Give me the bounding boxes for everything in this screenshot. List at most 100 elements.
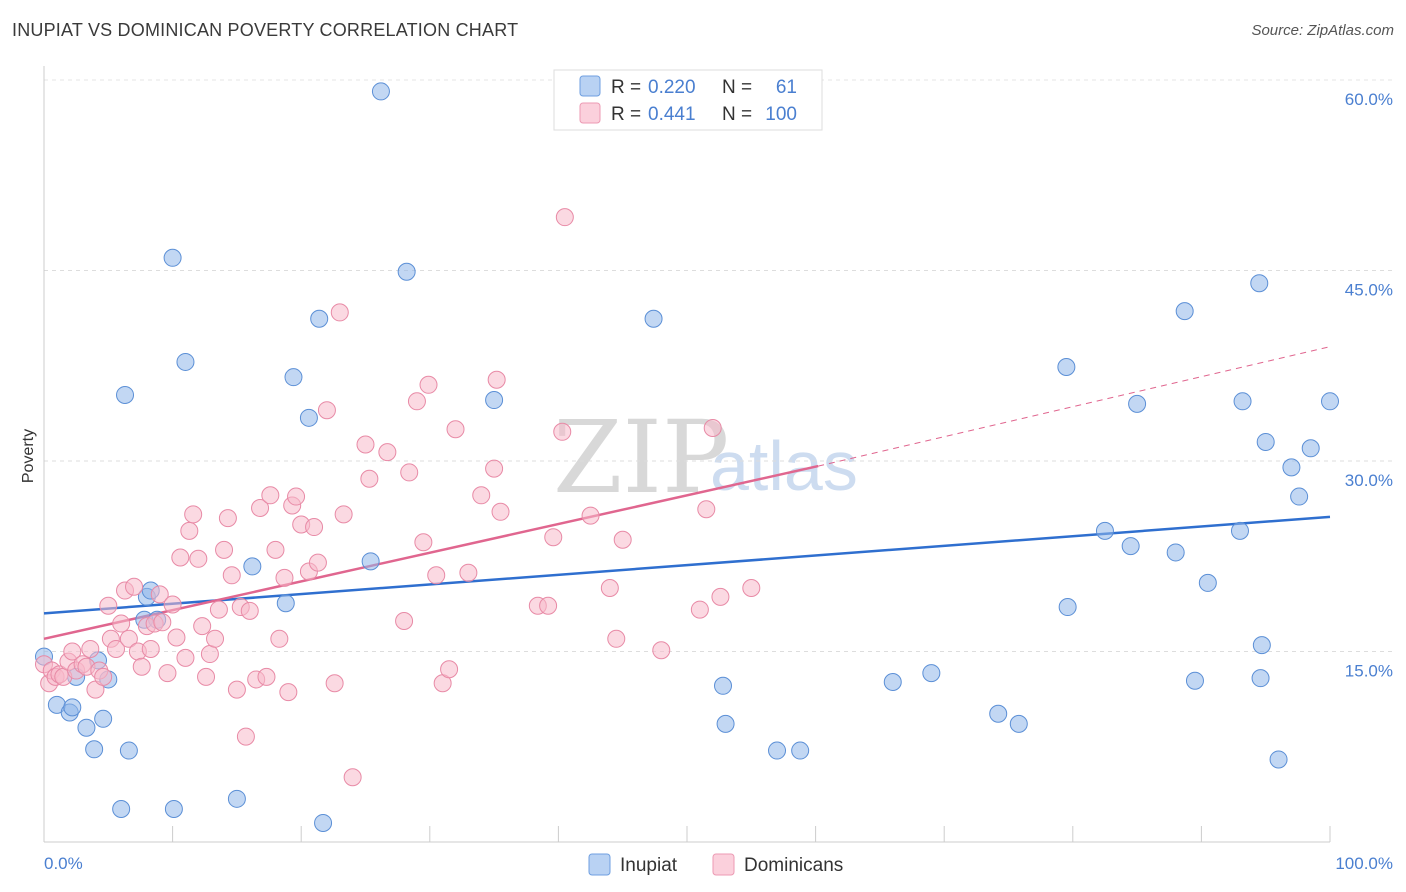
inupiat-point-3 xyxy=(63,698,82,717)
dominicans-point-91 xyxy=(600,579,619,597)
inupiat-point-31 xyxy=(644,309,663,328)
dominicans-point-29 xyxy=(158,664,177,683)
inupiat-point-47 xyxy=(1185,671,1204,690)
inupiat-point-39 xyxy=(1009,714,1028,733)
dominicans-point-92 xyxy=(607,629,626,648)
y-axis-label: Poverty xyxy=(20,429,37,483)
dominicans-point-97 xyxy=(703,418,722,437)
inupiat-point-26 xyxy=(314,813,333,832)
series-swatch-dominicans xyxy=(712,853,735,876)
dominicans-point-56 xyxy=(279,683,298,702)
dominicans-point-74 xyxy=(414,533,433,552)
series-swatch-inupiat xyxy=(588,853,611,876)
dominicans-point-93 xyxy=(613,530,632,549)
dominicans-point-51 xyxy=(257,667,276,686)
dominicans-point-40 xyxy=(206,629,225,648)
inupiat-point-59 xyxy=(1321,392,1339,411)
inupiat-point-21 xyxy=(243,557,262,576)
dominicans-point-47 xyxy=(236,727,255,746)
dominicans-point-14 xyxy=(94,667,113,686)
inupiat-point-55 xyxy=(1269,750,1288,769)
inupiat-point-35 xyxy=(791,741,810,760)
inupiat-point-34 xyxy=(768,741,787,760)
dominicans-point-63 xyxy=(317,401,336,420)
dominicans-point-20 xyxy=(119,629,138,648)
dominicans-point-28 xyxy=(153,613,172,632)
inupiat-point-41 xyxy=(1058,598,1077,617)
series-label-dominicans: Dominicans xyxy=(744,855,843,876)
dominicans-point-66 xyxy=(334,505,353,524)
inupiat-point-45 xyxy=(1175,302,1194,321)
dominicans-point-34 xyxy=(180,521,199,540)
legend-n-value-dominicans: 100 xyxy=(765,104,797,125)
dominicans-point-98 xyxy=(711,587,730,606)
legend-n-value-inupiat: 61 xyxy=(776,77,797,98)
dominicans-point-68 xyxy=(356,435,375,454)
dominicans-point-62 xyxy=(308,553,327,572)
watermark-atlas: atlas xyxy=(710,427,858,505)
dominicans-point-55 xyxy=(275,568,294,587)
inupiat-point-24 xyxy=(299,408,318,427)
dominicans-point-45 xyxy=(227,680,246,699)
legend-r-value-inupiat: 0.220 xyxy=(648,77,696,98)
dominicans-point-33 xyxy=(176,648,195,667)
chart-title: INUPIAT VS DOMINICAN POVERTY CORRELATION… xyxy=(12,20,519,40)
inupiat-point-19 xyxy=(176,352,195,371)
dominicans-point-31 xyxy=(167,628,186,647)
legend-r-value-dominicans: 0.441 xyxy=(648,104,696,125)
dominicans-point-71 xyxy=(395,612,414,631)
inupiat-point-50 xyxy=(1233,392,1252,411)
dominicans-point-61 xyxy=(305,518,324,537)
inupiat-point-28 xyxy=(371,82,390,101)
dominicans-point-90 xyxy=(581,506,600,525)
data-points xyxy=(35,82,1339,832)
dominicans-point-50 xyxy=(251,498,270,517)
inupiat-point-58 xyxy=(1301,439,1320,458)
series-label-inupiat: Inupiat xyxy=(620,855,678,876)
dominicans-point-99 xyxy=(742,579,761,597)
dominicans-point-18 xyxy=(112,614,131,633)
inupiat-point-56 xyxy=(1282,458,1301,477)
dominicans-point-95 xyxy=(690,600,709,619)
inupiat-point-48 xyxy=(1198,573,1217,592)
dominicans-point-27 xyxy=(150,585,169,604)
dominicans-point-41 xyxy=(209,600,228,619)
inupiat-point-11 xyxy=(116,385,135,404)
dominicans-point-17 xyxy=(107,639,126,658)
dominicans-point-70 xyxy=(378,443,397,462)
dominicans-point-42 xyxy=(215,540,234,559)
dominicans-point-72 xyxy=(400,463,419,482)
inupiat-point-36 xyxy=(883,672,902,691)
inupiat-point-6 xyxy=(85,740,104,759)
inupiat-point-37 xyxy=(922,664,941,683)
dominicans-point-89 xyxy=(555,208,574,227)
watermark: ZIP atlas xyxy=(553,399,858,516)
inupiat-point-49 xyxy=(1230,521,1249,540)
dominicans-point-39 xyxy=(200,645,219,664)
inupiat-point-53 xyxy=(1250,274,1269,293)
legend-n-label-dominicans: N = xyxy=(722,104,752,125)
inupiat-point-43 xyxy=(1121,537,1140,556)
y-tick-labels: 15.0% 30.0% 45.0% 60.0% xyxy=(1345,90,1393,681)
y-tick-label-1: 30.0% xyxy=(1345,471,1393,490)
inupiat-point-12 xyxy=(119,741,138,760)
dominicans-point-43 xyxy=(218,509,237,528)
dominicans-point-36 xyxy=(189,549,208,568)
dominicans-point-69 xyxy=(360,469,379,488)
source-label: Source: ZipAtlas.com xyxy=(1251,22,1394,39)
inupiat-point-8 xyxy=(94,709,113,728)
dominicans-point-21 xyxy=(125,577,144,596)
y-tick-label-3: 60.0% xyxy=(1345,90,1393,109)
dominicans-point-73 xyxy=(407,392,426,411)
inupiat-point-10 xyxy=(112,799,131,818)
inupiat-point-27 xyxy=(361,552,380,571)
dominicans-point-76 xyxy=(427,566,446,585)
y-tick-label-0: 15.0% xyxy=(1345,662,1393,681)
legend-swatch-dominicans xyxy=(579,102,601,124)
inupiat-point-25 xyxy=(310,309,329,328)
inupiat-point-5 xyxy=(77,718,96,737)
dominicans-point-7 xyxy=(63,642,82,661)
legend-r-label-dominicans: R = xyxy=(611,104,641,125)
dominicans-point-32 xyxy=(171,548,190,567)
